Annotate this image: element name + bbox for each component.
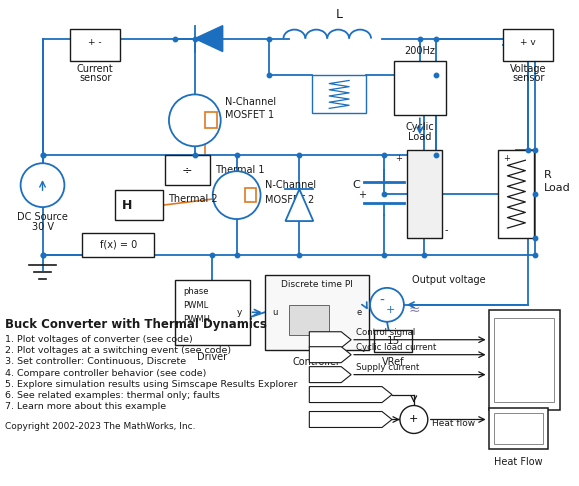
- Polygon shape: [309, 347, 351, 363]
- Bar: [175, 280, 250, 345]
- Text: heat_flow2: heat_flow2: [324, 415, 368, 424]
- Bar: [489, 408, 548, 450]
- Text: f(x) = 0: f(x) = 0: [100, 240, 137, 250]
- Text: i_supply: i_supply: [309, 370, 342, 379]
- Bar: [165, 155, 210, 185]
- Text: 5. Explore simulation results using Simscape Results Explorer: 5. Explore simulation results using Sims…: [5, 380, 298, 389]
- Text: H: H: [122, 199, 133, 211]
- Circle shape: [400, 405, 428, 434]
- Text: R: R: [335, 89, 343, 102]
- Text: MOSFET 1: MOSFET 1: [225, 110, 274, 121]
- Text: MOSFET 2: MOSFET 2: [265, 195, 314, 205]
- Text: Thermal 1: Thermal 1: [215, 165, 264, 175]
- Text: Current: Current: [77, 64, 113, 73]
- Text: 1. Plot voltages of converter (see code): 1. Plot voltages of converter (see code): [5, 335, 193, 344]
- Text: Control signal: Control signal: [356, 328, 415, 337]
- Polygon shape: [195, 26, 223, 52]
- Text: +: +: [395, 154, 402, 163]
- Text: Load: Load: [544, 183, 571, 193]
- Text: DC Source: DC Source: [17, 212, 68, 222]
- Text: Supply current: Supply current: [356, 363, 420, 372]
- Text: 2. Plot voltages at a switching event (see code): 2. Plot voltages at a switching event (s…: [5, 346, 232, 355]
- Bar: [82, 233, 154, 257]
- Text: 30 V: 30 V: [31, 222, 53, 232]
- Polygon shape: [309, 366, 351, 382]
- Text: + v: + v: [521, 38, 536, 47]
- Bar: [115, 190, 163, 220]
- Text: 4. Compare controller behavior (see code): 4. Compare controller behavior (see code…: [5, 368, 207, 378]
- Text: Buck Converter with Thermal Dynamics: Buck Converter with Thermal Dynamics: [5, 318, 267, 331]
- Bar: [265, 275, 369, 350]
- Text: N-Channel: N-Channel: [265, 180, 316, 190]
- Text: Voltage: Voltage: [510, 64, 547, 73]
- Text: VRef: VRef: [382, 357, 404, 366]
- Circle shape: [212, 171, 261, 219]
- Polygon shape: [309, 332, 351, 347]
- Text: -: -: [445, 225, 448, 235]
- Bar: [504, 29, 554, 61]
- Text: u: u: [273, 308, 278, 317]
- Text: C: C: [352, 180, 360, 190]
- Text: Heat flow: Heat flow: [432, 419, 475, 428]
- Text: Copyright 2002-2023 The MathWorks, Inc.: Copyright 2002-2023 The MathWorks, Inc.: [5, 422, 196, 431]
- Polygon shape: [285, 189, 313, 221]
- Text: ÷: ÷: [182, 164, 193, 177]
- Text: 15: 15: [386, 336, 400, 346]
- Circle shape: [21, 163, 64, 207]
- Text: sensor: sensor: [512, 73, 544, 84]
- Text: Output voltage: Output voltage: [412, 275, 486, 285]
- Bar: [244, 188, 255, 202]
- Text: + -: + -: [89, 38, 102, 47]
- Text: Load: Load: [408, 132, 431, 142]
- Polygon shape: [309, 386, 392, 402]
- Text: e: e: [357, 308, 362, 317]
- Bar: [407, 150, 442, 238]
- Text: R: R: [544, 170, 552, 180]
- Bar: [394, 61, 446, 115]
- Bar: [312, 75, 366, 113]
- Text: 6. See related examples: thermal only; faults: 6. See related examples: thermal only; f…: [5, 391, 220, 400]
- Text: N-Channel: N-Channel: [225, 97, 276, 107]
- Polygon shape: [309, 412, 392, 428]
- Circle shape: [169, 94, 221, 146]
- Text: +: +: [358, 190, 366, 200]
- Text: PWML: PWML: [183, 301, 208, 311]
- Circle shape: [370, 288, 404, 322]
- Bar: [493, 413, 543, 444]
- Text: PWMH: PWMH: [183, 315, 210, 324]
- Text: Heat Flow: Heat Flow: [494, 457, 543, 468]
- Bar: [489, 310, 560, 410]
- Text: i_load: i_load: [313, 350, 337, 359]
- Text: 200Hz: 200Hz: [404, 46, 435, 55]
- Text: 7. Learn more about this example: 7. Learn more about this example: [5, 402, 166, 411]
- Bar: [205, 112, 217, 128]
- Text: phase: phase: [183, 287, 208, 296]
- Text: L: L: [336, 8, 343, 21]
- Text: ≈: ≈: [408, 303, 420, 317]
- Bar: [499, 150, 534, 238]
- Text: Driver: Driver: [197, 352, 228, 362]
- Text: Controller: Controller: [293, 357, 340, 366]
- Text: Cyclic: Cyclic: [405, 122, 434, 132]
- Text: Cyclic load current: Cyclic load current: [356, 343, 437, 352]
- Text: Discrete time PI: Discrete time PI: [281, 280, 353, 289]
- Bar: [494, 318, 554, 401]
- Text: +: +: [409, 415, 419, 424]
- Text: Thermal 2: Thermal 2: [168, 194, 218, 204]
- Bar: [290, 305, 329, 335]
- Bar: [374, 330, 412, 352]
- Text: 3. Set controller: Continuous, Discrete: 3. Set controller: Continuous, Discrete: [5, 357, 186, 366]
- Text: -: -: [380, 294, 384, 308]
- Text: sensor: sensor: [79, 73, 112, 84]
- Text: +: +: [504, 154, 510, 163]
- Text: y: y: [237, 308, 243, 317]
- Text: +: +: [386, 305, 395, 315]
- Bar: [71, 29, 120, 61]
- Text: heat_flow1: heat_flow1: [324, 390, 368, 399]
- Text: u_dem: u_dem: [312, 335, 339, 344]
